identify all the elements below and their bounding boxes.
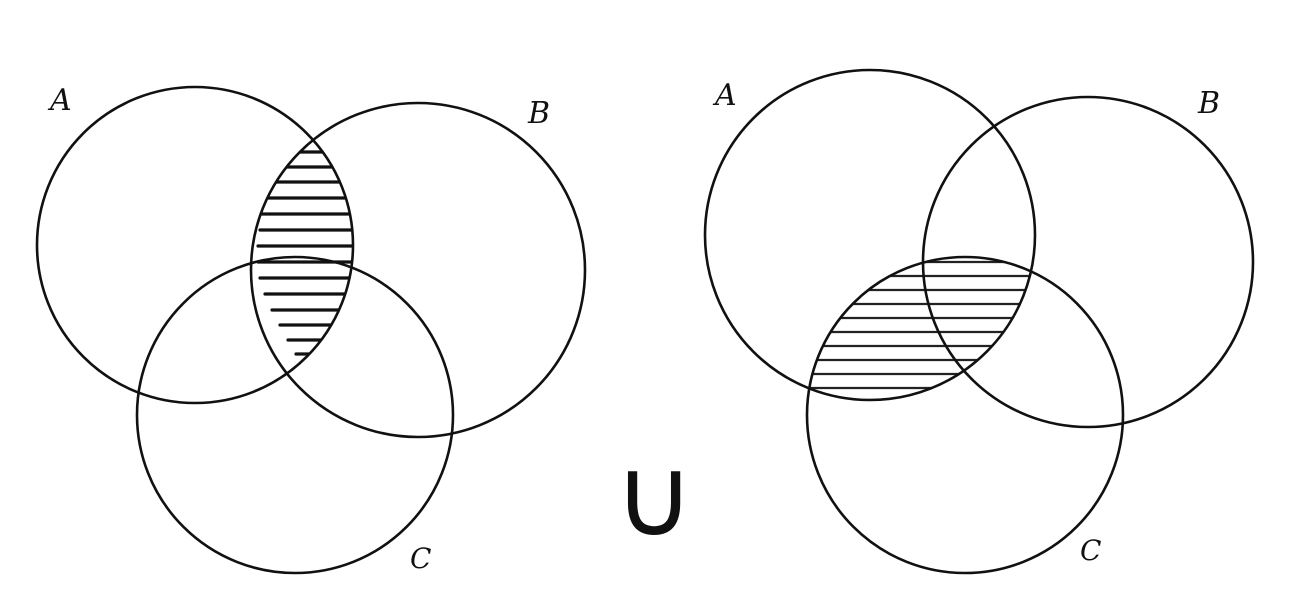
left-circle-b [249, 101, 587, 439]
right-shaded-region-a-intersect-c [807, 260, 1034, 400]
left-label-a: A [47, 83, 72, 118]
union-operator: ∪ [614, 433, 695, 561]
left-label-c: C [410, 542, 431, 575]
right-circle-c [805, 255, 1125, 575]
right-venn: A B C [703, 68, 1255, 575]
left-venn: A B C [35, 83, 587, 575]
left-shaded-region-a-intersect-b [256, 150, 353, 356]
left-circle-a [35, 85, 355, 405]
right-label-b: B [1197, 86, 1220, 121]
right-label-a: A [712, 78, 737, 113]
right-circle-a [703, 68, 1037, 402]
left-label-b: B [527, 96, 550, 131]
right-label-c: C [1080, 534, 1101, 567]
left-circle-c [135, 255, 455, 575]
